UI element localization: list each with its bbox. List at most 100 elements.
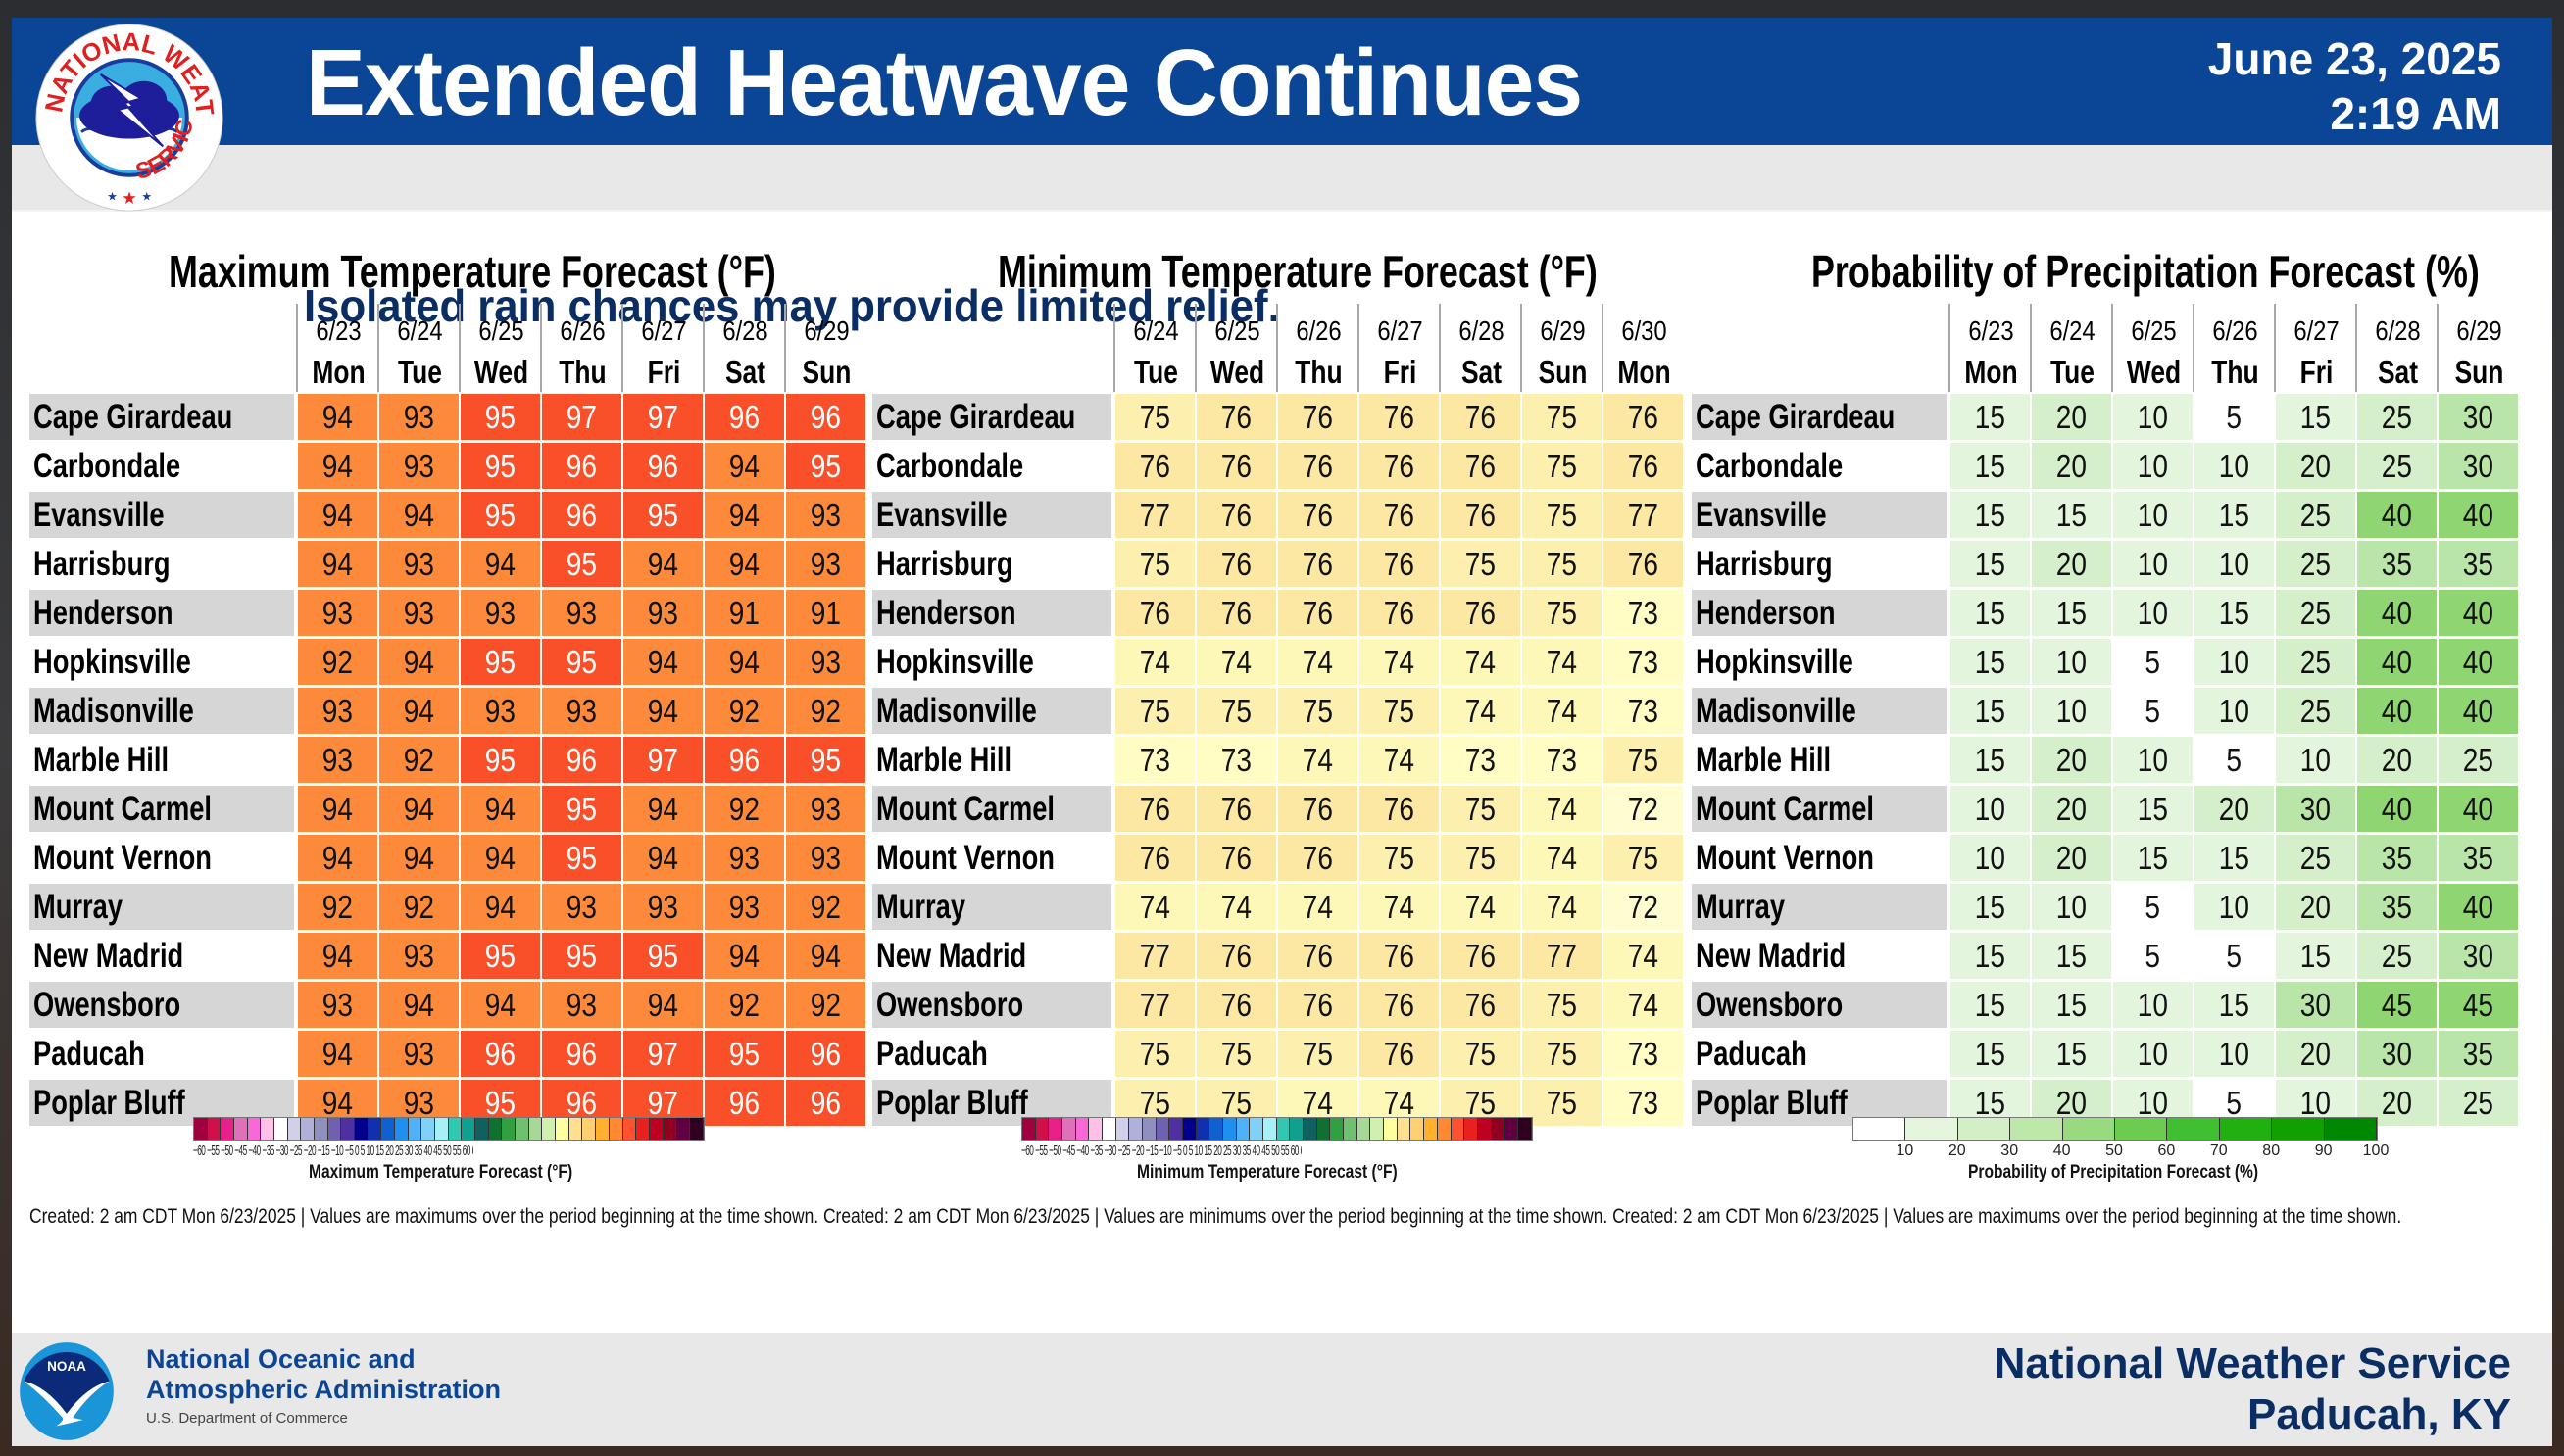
table-cell: 94 bbox=[379, 639, 459, 685]
colorbar-tick-label: 50 bbox=[2105, 1142, 2123, 1159]
colorbar-swatch bbox=[622, 1118, 637, 1140]
table-cell: 95 bbox=[786, 443, 865, 489]
table-cell: 94 bbox=[623, 541, 703, 587]
table-cell: 94 bbox=[705, 492, 784, 538]
colorbar-swatch bbox=[1477, 1118, 1492, 1140]
table-cell: 15 bbox=[2113, 835, 2193, 881]
table-cell: 20 bbox=[2276, 443, 2355, 489]
table-cell: 77 bbox=[1115, 982, 1195, 1028]
created-notes: Created: 2 am CDT Mon 6/23/2025 | Values… bbox=[29, 1205, 2402, 1228]
colorbar-swatch bbox=[1384, 1118, 1398, 1140]
table-cell: 94 bbox=[461, 541, 540, 587]
colorbar-swatch bbox=[2010, 1118, 2063, 1140]
table-cell: 94 bbox=[298, 394, 377, 440]
table-cell: 15 bbox=[1950, 737, 2030, 783]
table-cell: 96 bbox=[542, 443, 621, 489]
table-cell: 76 bbox=[1197, 933, 1276, 979]
table-cell: 10 bbox=[2032, 884, 2111, 930]
table-cell: 94 bbox=[786, 933, 865, 979]
column-day: Sun bbox=[2454, 354, 2504, 390]
table-cell: 10 bbox=[2113, 394, 2193, 440]
table-cell: 76 bbox=[1359, 1031, 1439, 1077]
table-cell: 96 bbox=[705, 737, 784, 783]
column-date: 6/25 bbox=[1214, 315, 1260, 346]
table-cell: 15 bbox=[1950, 443, 2030, 489]
colorbar-swatch bbox=[1276, 1118, 1291, 1140]
table-cell: 75 bbox=[1441, 541, 1520, 587]
table-cell: 77 bbox=[1115, 933, 1195, 979]
table-cell: 35 bbox=[2357, 835, 2437, 881]
table-cell: 25 bbox=[2276, 688, 2355, 734]
row-label-city: Cape Girardeau bbox=[1692, 394, 1947, 440]
column-date: 6/27 bbox=[1377, 315, 1423, 346]
table-cell: 20 bbox=[2194, 786, 2274, 832]
table-cell: 76 bbox=[1197, 541, 1276, 587]
row-label-city: Cape Girardeau bbox=[29, 394, 294, 440]
table-cell: 10 bbox=[2194, 639, 2274, 685]
row-label-city: Marble Hill bbox=[1692, 737, 1947, 783]
colorbar-swatch bbox=[462, 1118, 476, 1140]
column-header: 6/28 Sat bbox=[703, 304, 786, 392]
colorbar-swatch bbox=[542, 1118, 557, 1140]
table-cell: 94 bbox=[298, 443, 377, 489]
table-cell: 97 bbox=[542, 394, 621, 440]
colorbar-swatch bbox=[221, 1118, 235, 1140]
colorbar-swatch bbox=[1517, 1118, 1532, 1140]
row-label-city: Owensboro bbox=[1692, 982, 1947, 1028]
table-cell: 93 bbox=[379, 590, 459, 636]
column-header: 6/23 Mon bbox=[1948, 304, 2032, 392]
colorbar-swatch bbox=[556, 1118, 569, 1140]
colorbar-swatch bbox=[247, 1118, 262, 1140]
table-cell: 73 bbox=[1603, 1031, 1683, 1077]
table-cell: 73 bbox=[1522, 737, 1602, 783]
table-cell: 25 bbox=[2439, 737, 2518, 783]
row-label-city: Madisonville bbox=[872, 688, 1111, 734]
table-cell: 76 bbox=[1359, 786, 1439, 832]
table-cell: 76 bbox=[1278, 443, 1357, 489]
table-cell: 35 bbox=[2357, 884, 2437, 930]
colorbar-swatch bbox=[1115, 1118, 1130, 1140]
table-cell: 75 bbox=[1522, 590, 1602, 636]
table-cell: 76 bbox=[1278, 835, 1357, 881]
table-cell: 93 bbox=[542, 688, 621, 734]
table-cell: 97 bbox=[623, 1031, 703, 1077]
table-cell: 15 bbox=[1950, 541, 2030, 587]
colorbar-swatch bbox=[1143, 1118, 1157, 1140]
column-day: Fri bbox=[1383, 354, 1417, 390]
table-cell: 96 bbox=[786, 1031, 865, 1077]
row-label-city: Madisonville bbox=[29, 688, 294, 734]
table-cell: 25 bbox=[2276, 639, 2355, 685]
table-cell: 5 bbox=[2194, 394, 2274, 440]
table-cell: 75 bbox=[1522, 1031, 1602, 1077]
table-cell: 10 bbox=[1950, 835, 2030, 881]
table-cell: 94 bbox=[705, 443, 784, 489]
colorbar-swatch bbox=[1437, 1118, 1452, 1140]
noaa-name-line2: Atmospheric Administration bbox=[146, 1375, 502, 1404]
column-day: Thu bbox=[1295, 354, 1343, 390]
table-cell: 76 bbox=[1441, 982, 1520, 1028]
table-cell: 93 bbox=[542, 590, 621, 636]
table-cell: 95 bbox=[461, 443, 540, 489]
column-header: 6/29 Sun bbox=[784, 304, 867, 392]
table-cell: 74 bbox=[1522, 884, 1602, 930]
table-cell: 15 bbox=[1950, 1031, 2030, 1077]
colorbar-swatch bbox=[1075, 1118, 1090, 1140]
table-cell: 15 bbox=[2032, 1031, 2111, 1077]
table-cell: 76 bbox=[1359, 492, 1439, 538]
table-cell: 76 bbox=[1603, 443, 1683, 489]
table-cell: 93 bbox=[298, 737, 377, 783]
table-cell: 94 bbox=[379, 492, 459, 538]
table-cell: 93 bbox=[705, 884, 784, 930]
row-label-city: Murray bbox=[872, 884, 1111, 930]
table-cell: 20 bbox=[2032, 394, 2111, 440]
colorbar-swatch bbox=[2324, 1118, 2377, 1140]
colorbar-swatch bbox=[2114, 1118, 2168, 1140]
table-cell: 77 bbox=[1115, 492, 1195, 538]
table-cell: 15 bbox=[2276, 933, 2355, 979]
row-label-city: Carbondale bbox=[29, 443, 294, 489]
table-cell: 77 bbox=[1603, 492, 1683, 538]
table-cell: 74 bbox=[1441, 639, 1520, 685]
table-cell: 72 bbox=[1603, 786, 1683, 832]
table-cell: 75 bbox=[1278, 688, 1357, 734]
table-cell: 94 bbox=[623, 786, 703, 832]
